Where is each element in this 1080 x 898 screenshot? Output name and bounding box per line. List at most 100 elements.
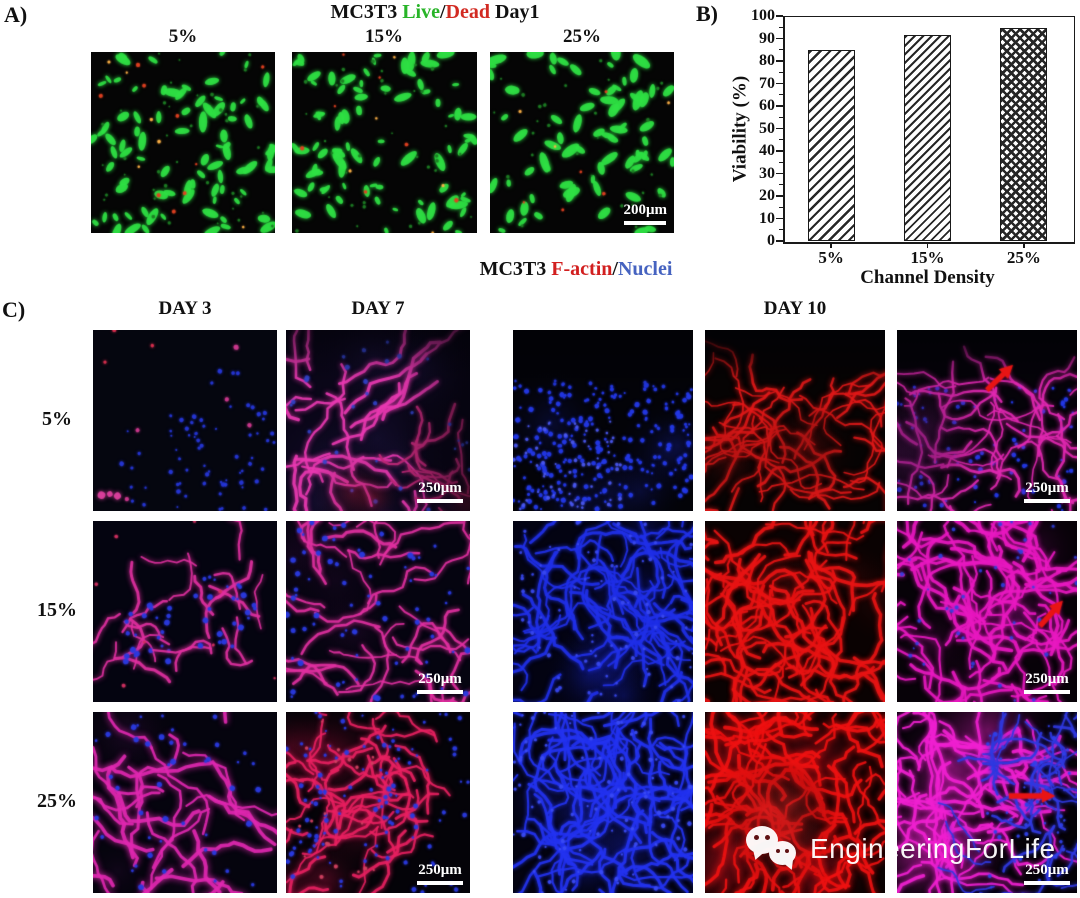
- y-axis-tick-label: 30: [759, 164, 775, 182]
- micrograph-canvas: [897, 330, 1077, 511]
- y-axis-tick-label: 20: [759, 187, 775, 204]
- micrograph-live-dead-15pct: [292, 52, 477, 233]
- scale-bar: 250μm: [1024, 480, 1070, 503]
- title-segment: Day1: [490, 1, 540, 23]
- micrograph-canvas: [705, 330, 885, 511]
- y-axis-tick: [776, 217, 783, 220]
- x-axis-tick: [830, 243, 832, 248]
- micrograph-canvas: [286, 521, 470, 702]
- scale-bar-label: 200μm: [623, 202, 668, 219]
- panel-a-label: A): [4, 2, 28, 27]
- micrograph-canvas: [705, 712, 885, 893]
- scale-bar-line: [417, 881, 463, 885]
- y-axis-tick-label: 10: [759, 209, 775, 227]
- micrograph-canvas: [897, 712, 1077, 893]
- y-axis-tick-label: 100: [751, 7, 775, 24]
- micrograph-25pct-day10-factin: [705, 712, 885, 893]
- panel-b-chart: B) 0 10 20 30 40 50 60 70 80 90 100 5% 15% 25% Channel…: [690, 0, 1080, 292]
- panel-c-header-day7: DAY 7: [351, 298, 405, 319]
- title-segment: F-actin: [551, 258, 613, 280]
- chat-bubble-small: [769, 841, 796, 865]
- y-axis-minor-tick: [779, 139, 783, 141]
- title-segment: /: [439, 1, 446, 23]
- scale-bar-line: [1024, 690, 1070, 694]
- x-axis-tick-label: 15%: [910, 248, 945, 267]
- micrograph-5pct-day10-merged: 250μm: [897, 330, 1077, 511]
- scale-bar-label: 250μm: [1025, 480, 1069, 497]
- micrograph-25pct-day3: [93, 712, 277, 893]
- micrograph-5pct-day10-nuclei: [513, 330, 693, 511]
- watermark: EngineeringForLife: [746, 820, 1056, 878]
- y-axis-tick: [776, 127, 783, 130]
- y-axis-tick: [776, 240, 783, 242]
- micrograph-15pct-day10-nuclei: [513, 521, 693, 702]
- micrograph-15pct-day3: [93, 521, 277, 702]
- micrograph-canvas: [292, 52, 477, 233]
- micrograph-15pct-day10-factin: [705, 521, 885, 702]
- watermark-text: EngineeringForLife: [810, 833, 1056, 864]
- panel-c-title: MC3T3 F-actin/Nuclei: [376, 258, 776, 281]
- scale-bar-label: 250μm: [1025, 862, 1069, 879]
- panel-b-label: B): [696, 1, 718, 26]
- micrograph-canvas: [897, 521, 1077, 702]
- y-axis-minor-tick: [779, 71, 783, 73]
- panel-c-row-label-5: 5%: [42, 408, 72, 430]
- y-axis-tick: [776, 172, 783, 175]
- scale-bar: 250μm: [417, 480, 463, 503]
- micrograph-5pct-day3: [93, 330, 277, 511]
- chat-bubble-tail: [783, 859, 799, 877]
- micrograph-canvas: [93, 521, 277, 702]
- y-axis-tick: [776, 15, 783, 17]
- panel-a-title: MC3T3 Live/Dead Day1: [235, 1, 635, 24]
- y-axis-tick-label: 70: [759, 74, 775, 92]
- scale-bar: 250μm: [1024, 671, 1070, 694]
- scale-bar-label: 250μm: [1025, 671, 1069, 688]
- panel-c-label: C): [2, 297, 26, 322]
- panel-a-col-label-15: 15%: [365, 26, 403, 47]
- y-axis-tick-label: 80: [759, 52, 775, 69]
- micrograph-canvas: [91, 52, 275, 233]
- micrograph-canvas: [705, 521, 885, 702]
- y-axis-minor-tick: [779, 161, 783, 163]
- micrograph-15pct-day7: 250μm: [286, 521, 470, 702]
- y-axis-tick-label: 0: [767, 232, 775, 249]
- y-axis-minor-tick: [779, 49, 783, 51]
- x-axis-title: Channel Density: [860, 267, 995, 288]
- x-axis-tick: [926, 243, 929, 248]
- micrograph-canvas: [286, 712, 470, 893]
- title-segment: Nuclei: [617, 258, 673, 280]
- scale-bar-line: [1024, 499, 1070, 503]
- scale-bar-line: [1024, 881, 1070, 885]
- panel-c-row-label-25: 25%: [37, 790, 77, 812]
- micrograph-canvas: [93, 712, 277, 893]
- scale-bar-label: 250μm: [418, 671, 462, 688]
- scale-bar: 250μm: [1024, 862, 1070, 885]
- y-axis-tick: [776, 195, 783, 197]
- y-axis-tick: [776, 150, 783, 152]
- micrograph-canvas: [286, 330, 470, 511]
- scale-bar-line: [417, 690, 463, 694]
- title-segment: MC3T3: [330, 1, 403, 23]
- scale-bar: 200μm: [623, 202, 668, 225]
- wechat-icon: [746, 824, 800, 877]
- y-axis-tick-label: 50: [759, 119, 775, 137]
- scale-bar: 250μm: [417, 862, 463, 885]
- micrograph-5pct-day7: 250μm: [286, 330, 470, 511]
- micrograph-canvas: [513, 712, 693, 893]
- title-segment: /: [612, 258, 618, 280]
- y-axis-minor-tick: [779, 116, 783, 118]
- scale-bar-label: 250μm: [418, 480, 462, 497]
- scale-bar-label: 250μm: [418, 862, 462, 879]
- micrograph-15pct-day10-merged: 250μm: [897, 521, 1077, 702]
- y-axis-tick: [776, 37, 783, 40]
- y-axis-tick: [776, 82, 783, 85]
- y-axis-minor-tick: [779, 94, 783, 96]
- micrograph-5pct-day10-factin: [705, 330, 885, 511]
- micrograph-25pct-day7: 250μm: [286, 712, 470, 893]
- y-axis-tick: [776, 105, 783, 107]
- x-axis-tick-label: 5%: [818, 248, 844, 267]
- y-axis-minor-tick: [779, 184, 783, 186]
- micrograph-canvas: [93, 330, 277, 511]
- micrograph-canvas: [513, 330, 693, 511]
